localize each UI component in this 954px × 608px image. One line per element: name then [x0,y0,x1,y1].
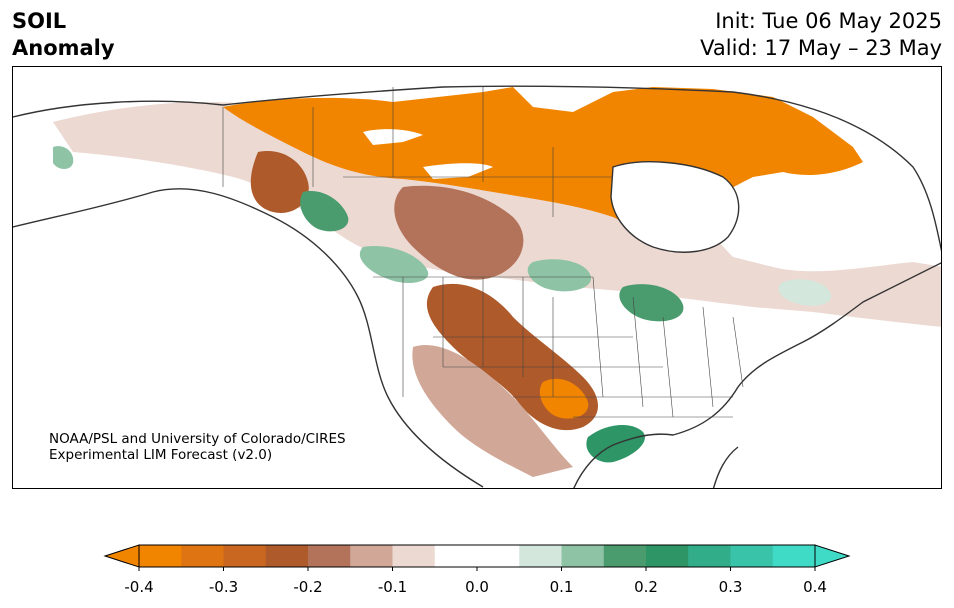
colorbar-tick-label: 0.2 [634,578,658,596]
colorbar-cell [308,545,351,567]
state-borders [222,87,744,418]
anomaly-green-bc [300,191,349,232]
colorbar-cell [223,545,267,567]
colorbar-cell [772,545,816,567]
colorbar-cell [181,545,224,567]
map-title: SOIL Anomaly [12,8,115,62]
anomaly-green-greatlakes [619,284,684,322]
coastline [13,85,941,488]
anomaly-green-east [778,279,832,306]
colorbar-outline [138,544,816,568]
colorbar-tick-label: -0.2 [293,578,323,596]
anomaly-green-alaska [53,146,74,169]
colorbar-tick-label: -0.4 [124,578,154,596]
colorbar-tick-label: 0.0 [465,578,489,596]
valid-date: Valid: 17 May – 23 May [700,36,942,60]
credit-line-1: NOAA/PSL and University of Colorado/CIRE… [49,431,346,447]
colorbar-cell [265,545,309,567]
colorbar-extend-left [103,544,140,568]
colorbar-tick-label: 0.4 [803,578,827,596]
title-line-1: SOIL [12,9,67,33]
colorbar-tick-label: 0.1 [549,578,574,596]
colorbar-cell [646,545,689,567]
anomaly-brown-west [250,151,309,213]
init-date: Init: Tue 06 May 2025 [715,9,942,33]
colorbar-cell [519,545,562,567]
anomaly-green-dakotas [527,259,592,292]
colorbar-cell [434,545,478,567]
colorbar-cell [688,545,731,567]
colorbar-tick-label: -0.3 [208,578,239,596]
colorbar-cell [603,545,647,567]
colorbar-cell [139,545,182,567]
colorbar-cell [392,545,436,567]
colorbar-cell [350,545,393,567]
anomaly-orange-texas [539,378,589,419]
colorbar-tick-label: 0.3 [718,578,743,596]
lake-great-slave [423,163,493,179]
colorbar-extend-right [814,544,851,568]
title-line-2: Anomaly [12,36,115,60]
colorbar-cell [730,545,774,567]
colorbar-cell [477,545,520,567]
forecast-dates: Init: Tue 06 May 2025 Valid: 17 May – 23… [700,8,942,62]
credit-note: NOAA/PSL and University of Colorado/CIRE… [49,431,346,463]
colorbar-tick-label: -0.1 [377,578,408,596]
map-canvas [13,85,941,488]
anomaly-map [12,66,942,489]
anomaly-brown-prairie [394,185,524,280]
credit-line-2: Experimental LIM Forecast (v2.0) [49,447,273,463]
colorbar-cell [561,545,605,567]
anomaly-green-pacific [359,246,429,283]
hudson-bay [611,161,739,253]
anomaly-light-brown-southwest [412,345,573,477]
